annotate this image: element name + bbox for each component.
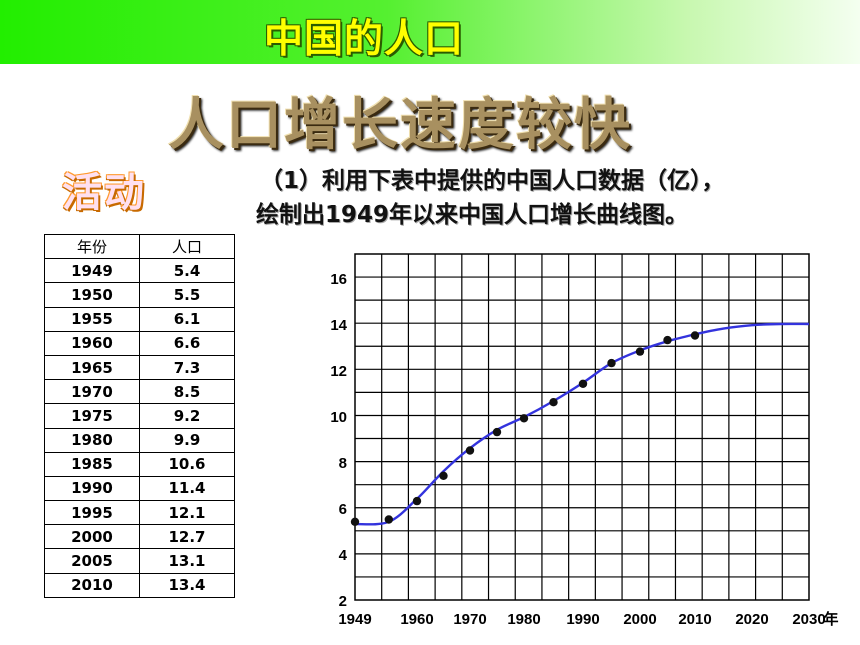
instruction-line-1: （1）利用下表中提供的中国人口数据（亿）， xyxy=(260,168,725,194)
y-tick-label: 6 xyxy=(339,501,347,518)
data-point xyxy=(607,358,616,368)
main-title: 人口增长速度较快 xyxy=(168,93,632,158)
x-tick-label: 1980 xyxy=(507,611,540,628)
table-cell-population: 13.1 xyxy=(139,548,235,574)
data-point xyxy=(384,515,394,524)
table-row: 1970 8.5 xyxy=(44,379,235,405)
table-header-year: 年份 xyxy=(44,233,140,260)
table-row: 1955 6.1 xyxy=(44,306,235,332)
table-body: 1949 5.4 1950 5.5 1955 6.1 1960 6.6 1965 7.3 1970 8… xyxy=(44,258,235,598)
x-tick-label: 2020 xyxy=(735,611,768,628)
instruction-line-2: 绘制出1949年以来中国人口增长曲线图。 xyxy=(256,202,689,228)
data-point xyxy=(578,379,588,388)
data-point xyxy=(412,496,422,506)
table-cell-population: 11.4 xyxy=(139,475,235,502)
data-point xyxy=(663,335,672,345)
table-row: 1950 5.5 xyxy=(44,282,235,308)
x-tick-label: 2000 xyxy=(623,611,656,628)
table-cell-population: 9.9 xyxy=(139,427,235,453)
table-cell-population: 5.5 xyxy=(139,282,235,308)
table-cell-year: 2005 xyxy=(44,548,140,574)
x-tick-label: 2010 xyxy=(678,611,711,628)
y-tick-label: 10 xyxy=(330,409,347,426)
data-point xyxy=(350,517,360,526)
x-axis-unit-label: 年 xyxy=(823,610,838,628)
table-cell-population: 5.4 xyxy=(139,258,235,284)
table-row: 2005 13.1 xyxy=(44,548,235,574)
table-cell-population: 6.6 xyxy=(139,330,235,356)
table-cell-population: 8.5 xyxy=(139,379,235,405)
data-point xyxy=(690,331,700,340)
data-point xyxy=(635,347,645,356)
table-cell-year: 1970 xyxy=(44,379,140,405)
banner-title: 中国的人口 xyxy=(264,17,465,62)
population-table: 年份 人口 1949 5.4 1950 5.5 1955 6.1 1960 6.6 1965 7.… xyxy=(44,233,235,598)
x-tick-label: 1990 xyxy=(566,611,599,628)
x-tick-label: 1960 xyxy=(400,611,433,628)
data-point xyxy=(492,427,502,437)
data-point xyxy=(549,398,558,407)
y-tick-label: 2 xyxy=(339,593,347,610)
x-tick-label: 1949 xyxy=(338,611,371,628)
plot-frame xyxy=(354,253,810,601)
y-tick-label: 12 xyxy=(330,363,347,380)
table-cell-population: 6.1 xyxy=(139,306,235,332)
table-cell-year: 1955 xyxy=(44,306,140,332)
table-row: 1990 11.4 xyxy=(44,475,235,502)
table-cell-year: 1960 xyxy=(44,330,140,356)
y-tick-label: 8 xyxy=(339,455,347,472)
data-point xyxy=(519,414,529,423)
table-row: 1985 10.6 xyxy=(44,451,235,477)
table-row: 1980 9.9 xyxy=(44,427,235,453)
table-cell-year: 1995 xyxy=(44,500,140,526)
y-tick-label: 14 xyxy=(330,317,347,334)
table-cell-population: 12.1 xyxy=(139,500,235,526)
instruction-text: （1）利用下表中提供的中国人口数据（亿）， 绘制出1949年以来中国人口增长曲线… xyxy=(256,164,846,232)
table-cell-year: 1950 xyxy=(44,282,140,308)
top-banner: 中国的人口 xyxy=(0,0,860,64)
table-cell-population: 7.3 xyxy=(139,354,235,381)
y-tick-label: 16 xyxy=(330,271,347,288)
table-cell-year: 2000 xyxy=(44,524,140,550)
table-row: 2010 13.4 xyxy=(44,572,235,598)
data-point xyxy=(439,471,448,480)
table-header-population: 人口 xyxy=(139,233,235,260)
data-point xyxy=(465,446,475,455)
table-header-row: 年份 人口 xyxy=(44,233,235,260)
table-row: 1949 5.4 xyxy=(44,258,235,284)
x-tick-label: 2030 xyxy=(792,611,825,628)
table-cell-year: 1980 xyxy=(44,427,140,453)
x-tick-label: 1970 xyxy=(453,611,486,628)
table-row: 1995 12.1 xyxy=(44,500,235,526)
y-tick-label: 4 xyxy=(339,547,348,564)
table-cell-year: 1965 xyxy=(44,354,140,381)
table-row: 2000 12.7 xyxy=(44,524,235,550)
table-row: 1960 6.6 xyxy=(44,330,235,356)
activity-label: 活动 xyxy=(62,170,146,216)
table-row: 1965 7.3 xyxy=(44,354,235,381)
table-cell-population: 13.4 xyxy=(139,572,235,598)
